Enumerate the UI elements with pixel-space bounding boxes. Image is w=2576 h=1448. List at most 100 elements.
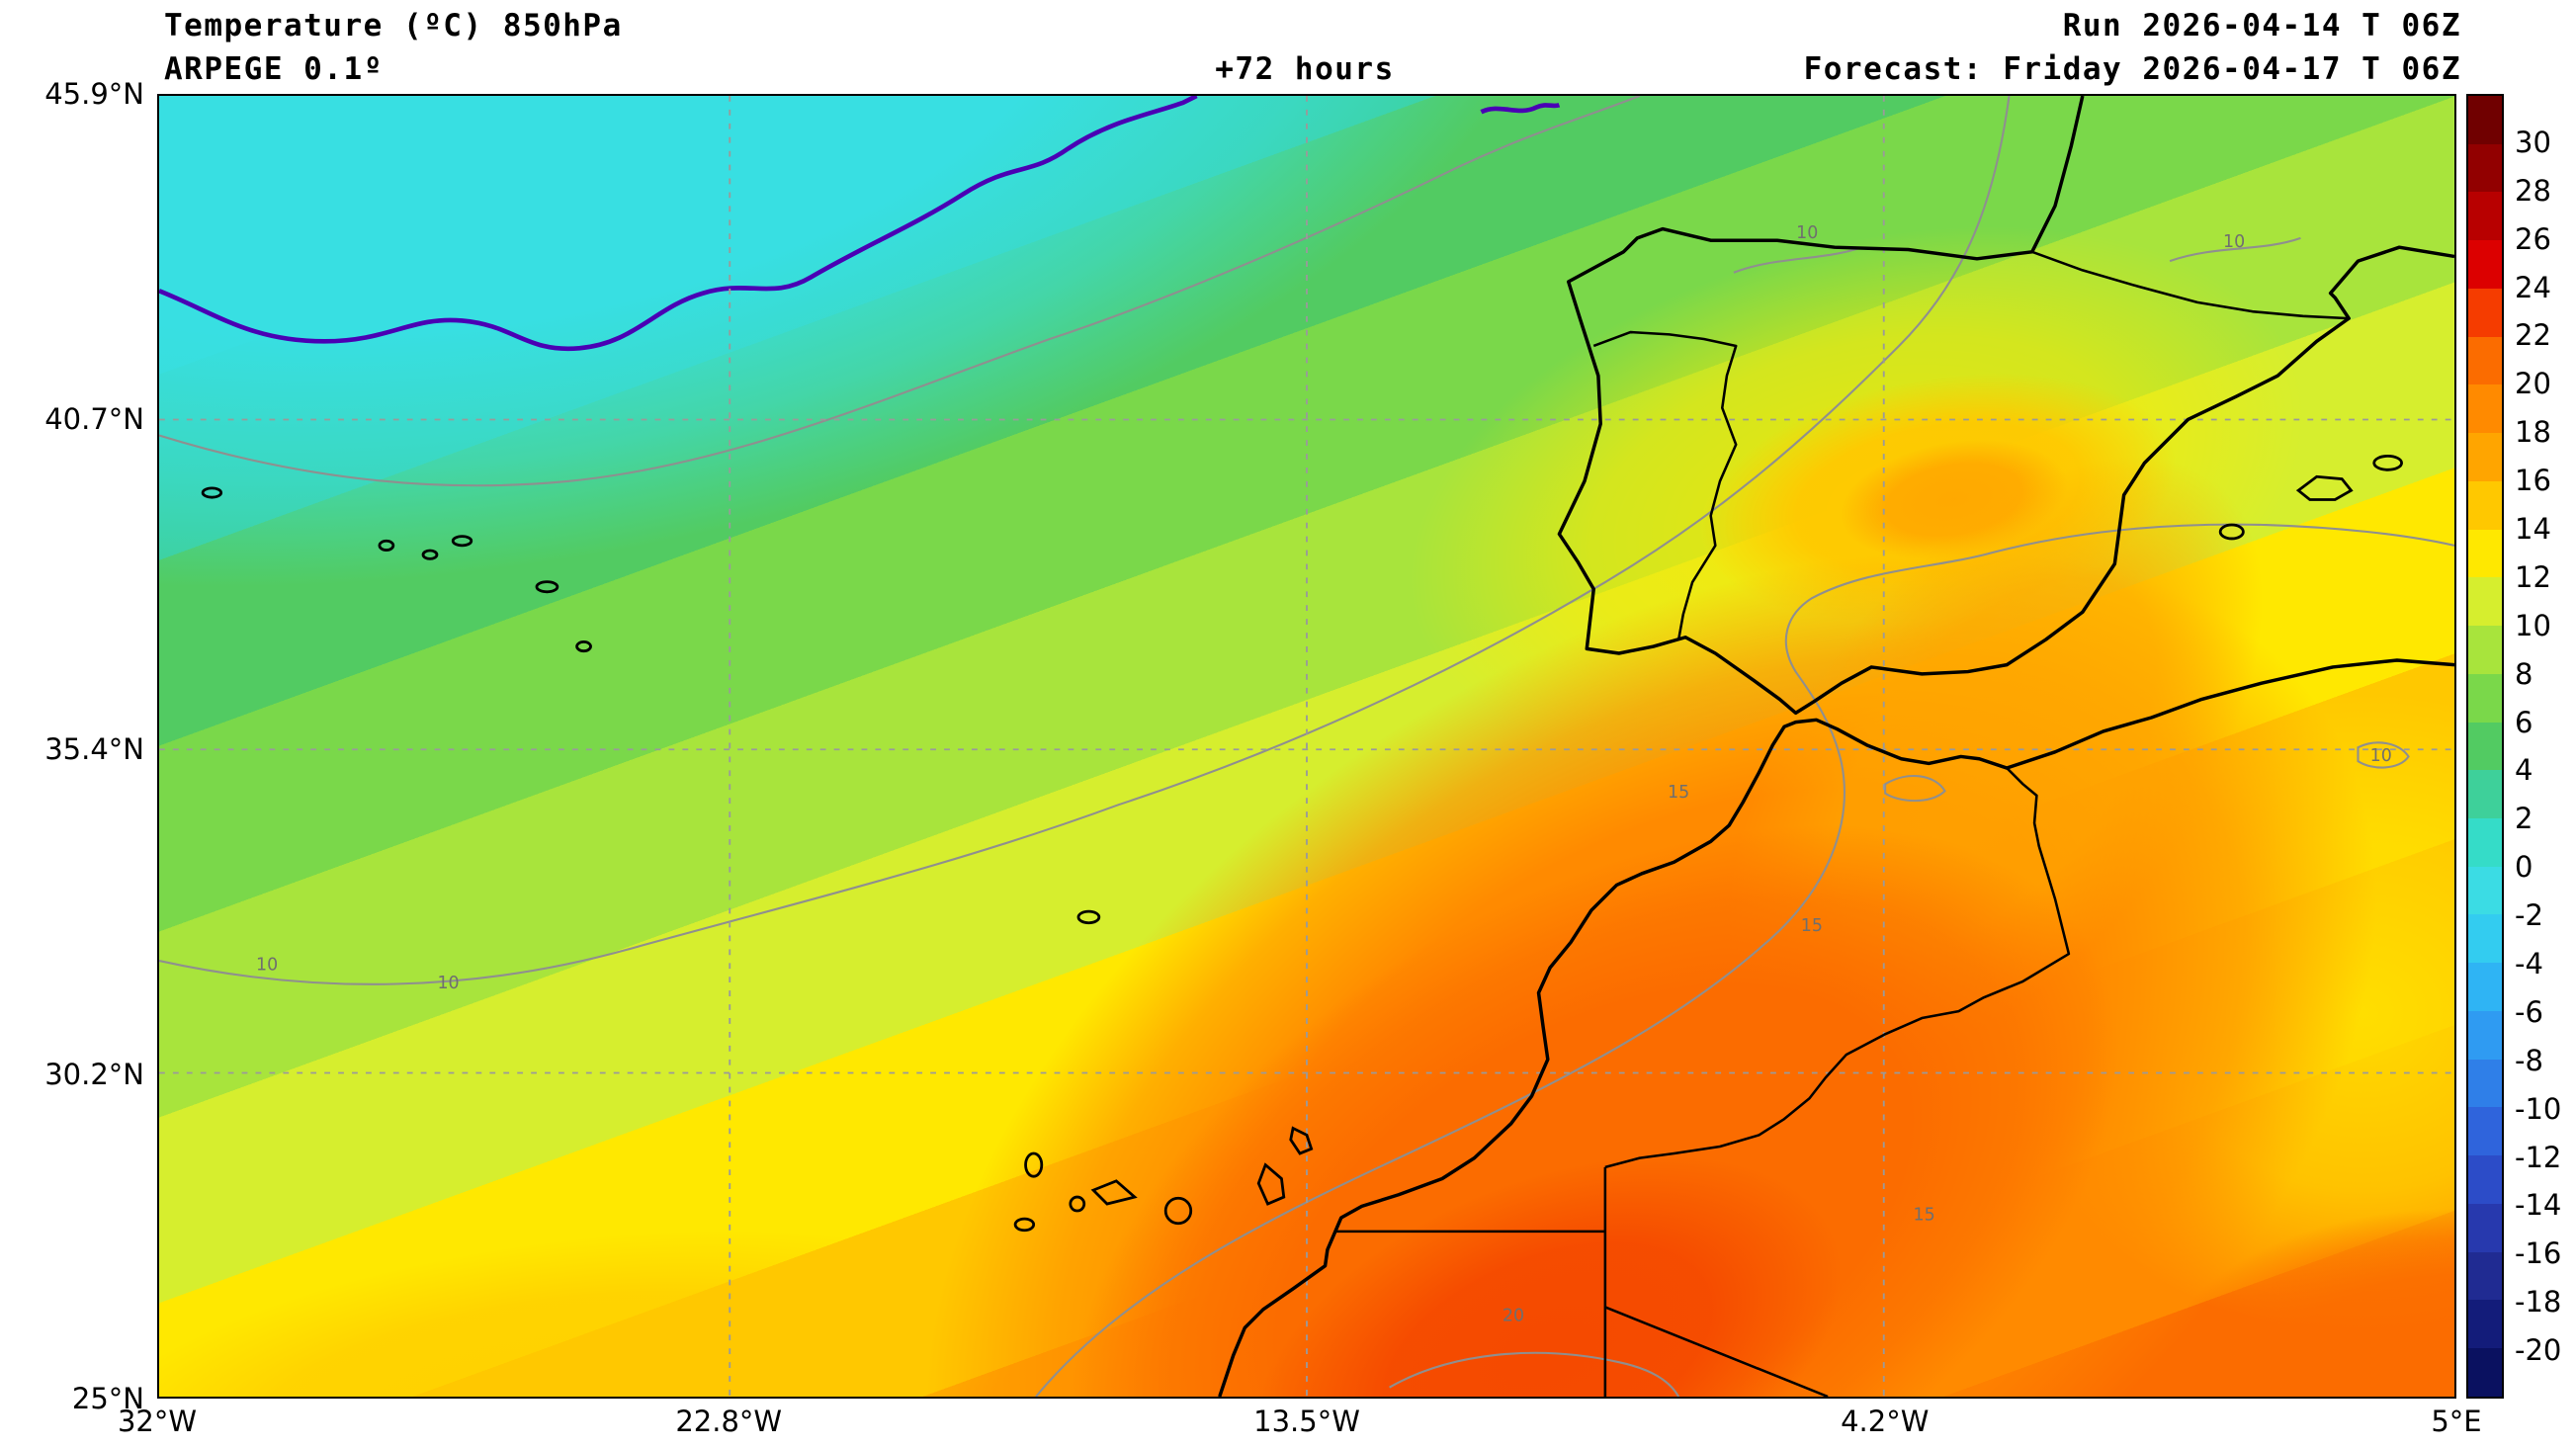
- contour-15-atlas: [1884, 775, 1946, 803]
- colorbar-tick-label: 28: [2515, 173, 2551, 208]
- lead-time-label: +72 hours: [1215, 51, 1395, 87]
- colorbar-cell: [2468, 240, 2502, 289]
- colorbar-cell: [2468, 336, 2502, 385]
- colorbar-tick-label: 20: [2515, 367, 2551, 401]
- contour-labels: 10 10 10 10 10 15 15 15 20: [256, 223, 2392, 1326]
- island-la-gomera: [1069, 1195, 1086, 1213]
- contour-value-label: 10: [2370, 746, 2392, 766]
- southwest-amber-blob: [159, 1230, 1028, 1397]
- page-title: Temperature (ºC) 850hPa: [164, 8, 623, 43]
- colorbar-tick-label: 16: [2515, 464, 2551, 498]
- lat-axis: 45.9°N 40.7°N 35.4°N 30.2°N 25°N: [0, 77, 150, 1415]
- cold-pool-blob: [159, 96, 1573, 587]
- colorbar-tick-label: 24: [2515, 270, 2551, 304]
- contour-value-label: 10: [1796, 223, 1818, 243]
- contour-value-label: 10: [2223, 232, 2245, 252]
- border-morocco-algeria: [1604, 767, 2071, 1169]
- colorbar-cell: [2468, 1010, 2502, 1060]
- colorbar-tick-label: 8: [2515, 656, 2533, 691]
- colorbar-cell: [2468, 96, 2502, 144]
- zero-isotherm-fragment: [1480, 103, 1561, 115]
- colorbar-cell: [2468, 1107, 2502, 1156]
- colorbar-cell: [2468, 480, 2502, 530]
- colorbar-tick-label: -6: [2515, 994, 2543, 1029]
- colorbar-tick-label: 26: [2515, 221, 2551, 256]
- colorbar-cell: [2468, 673, 2502, 723]
- lon-tick-label: 32°W: [117, 1405, 198, 1438]
- lat-tick-label: 45.9°N: [44, 77, 144, 111]
- contour-5: [159, 96, 1641, 487]
- colorbar-tick-label: 12: [2515, 559, 2551, 594]
- coastlines: [1218, 96, 2454, 1397]
- colorbar-cell: [2468, 1059, 2502, 1108]
- colorbar-cell: [2468, 192, 2502, 241]
- island-tenerife: [1090, 1179, 1138, 1206]
- contour-10-ne-a: [1733, 246, 1863, 274]
- lat-tick-label: 35.4°N: [44, 732, 144, 767]
- lon-tick-label: 13.5°W: [1253, 1405, 1360, 1438]
- colorbar-tick-label: 30: [2515, 125, 2551, 159]
- colorbar-ticks: 30 28 26 24 22 20 18 16 14 12 10 8 6 4 2 0 -2 -4 -6 -8 -10 -1…: [2515, 94, 2576, 1399]
- contour-20: [1389, 1351, 1680, 1397]
- colorbar-tick-label: 10: [2515, 608, 2551, 642]
- island-azores: [421, 549, 439, 560]
- colorbar-cell: [2468, 914, 2502, 964]
- lon-tick-label: 5°E: [2431, 1405, 2482, 1438]
- lat-tick-label: 30.2°N: [44, 1057, 144, 1091]
- model-label: ARPEGE 0.1º: [164, 51, 384, 87]
- island-ibiza: [2218, 523, 2245, 541]
- border-spain-portugal: [1592, 330, 1738, 640]
- island-azores: [451, 535, 473, 548]
- political-borders: [1333, 250, 2350, 1397]
- island-azores: [575, 640, 592, 653]
- colorbar-tick-label: -16: [2515, 1236, 2562, 1271]
- border-wsahara-mauritania: [1604, 1306, 1829, 1397]
- contour-15: [1035, 523, 2454, 1397]
- contour-value-label: 10: [437, 974, 459, 993]
- isotherm-contours: [159, 96, 2454, 1397]
- border-spain-france: [2031, 250, 2350, 320]
- colorbar-cell: [2468, 143, 2502, 193]
- lat-tick-label: 40.7°N: [44, 401, 144, 436]
- southeast-orange-blob: [2156, 1208, 2454, 1397]
- contour-10-east: [2357, 741, 2410, 769]
- colorbar-cell: [2468, 529, 2502, 578]
- lat-tick-label: 25°N: [71, 1382, 144, 1415]
- colorbar-tick-label: -4: [2515, 947, 2543, 980]
- lon-tick-label: 22.8°W: [675, 1405, 783, 1438]
- map-svg: 10 10 10 10 10 15 15 15 20: [159, 96, 2454, 1397]
- colorbar-tick-label: -8: [2515, 1043, 2543, 1077]
- contour-value-label: 15: [1801, 916, 1823, 936]
- contour-value-label: 10: [256, 955, 278, 975]
- island-lanzarote: [1289, 1126, 1314, 1155]
- colorbar-tick-label: -20: [2515, 1333, 2562, 1368]
- colorbar-cell: [2468, 288, 2502, 337]
- colorbar-tick-label: 14: [2515, 512, 2551, 546]
- island-azores: [201, 486, 223, 499]
- island-azores: [535, 580, 559, 594]
- contour-value-label: 20: [1503, 1306, 1524, 1325]
- colorbar-cell: [2468, 866, 2502, 915]
- colorbar-tick-label: 6: [2515, 705, 2533, 739]
- colorbar-cell: [2468, 1348, 2502, 1397]
- colorbar: [2466, 94, 2504, 1399]
- colorbar-cell: [2468, 770, 2502, 819]
- colorbar-cell: [2468, 626, 2502, 674]
- contour-10: [159, 96, 2011, 985]
- contour-value-label: 15: [1668, 783, 1689, 803]
- colorbar-cell: [2468, 1203, 2502, 1252]
- colorbar-cell: [2468, 963, 2502, 1011]
- coastline-iberia-france: [1557, 96, 2454, 716]
- colorbar-tick-label: -18: [2515, 1285, 2562, 1320]
- contour-value-label: 15: [1914, 1205, 1935, 1225]
- colorbar-tick-label: -2: [2515, 898, 2543, 933]
- coastline-africa: [1218, 658, 2454, 1397]
- colorbar-cell: [2468, 577, 2502, 627]
- colorbar-tick-label: 22: [2515, 318, 2551, 353]
- lon-tick-label: 4.2°W: [1841, 1405, 1930, 1438]
- colorbar-cell: [2468, 433, 2502, 481]
- colorbar-cell: [2468, 1251, 2502, 1301]
- island-fuerteventura: [1256, 1162, 1286, 1206]
- colorbar-tick-label: 0: [2515, 850, 2533, 885]
- island-el-hierro: [1013, 1217, 1036, 1233]
